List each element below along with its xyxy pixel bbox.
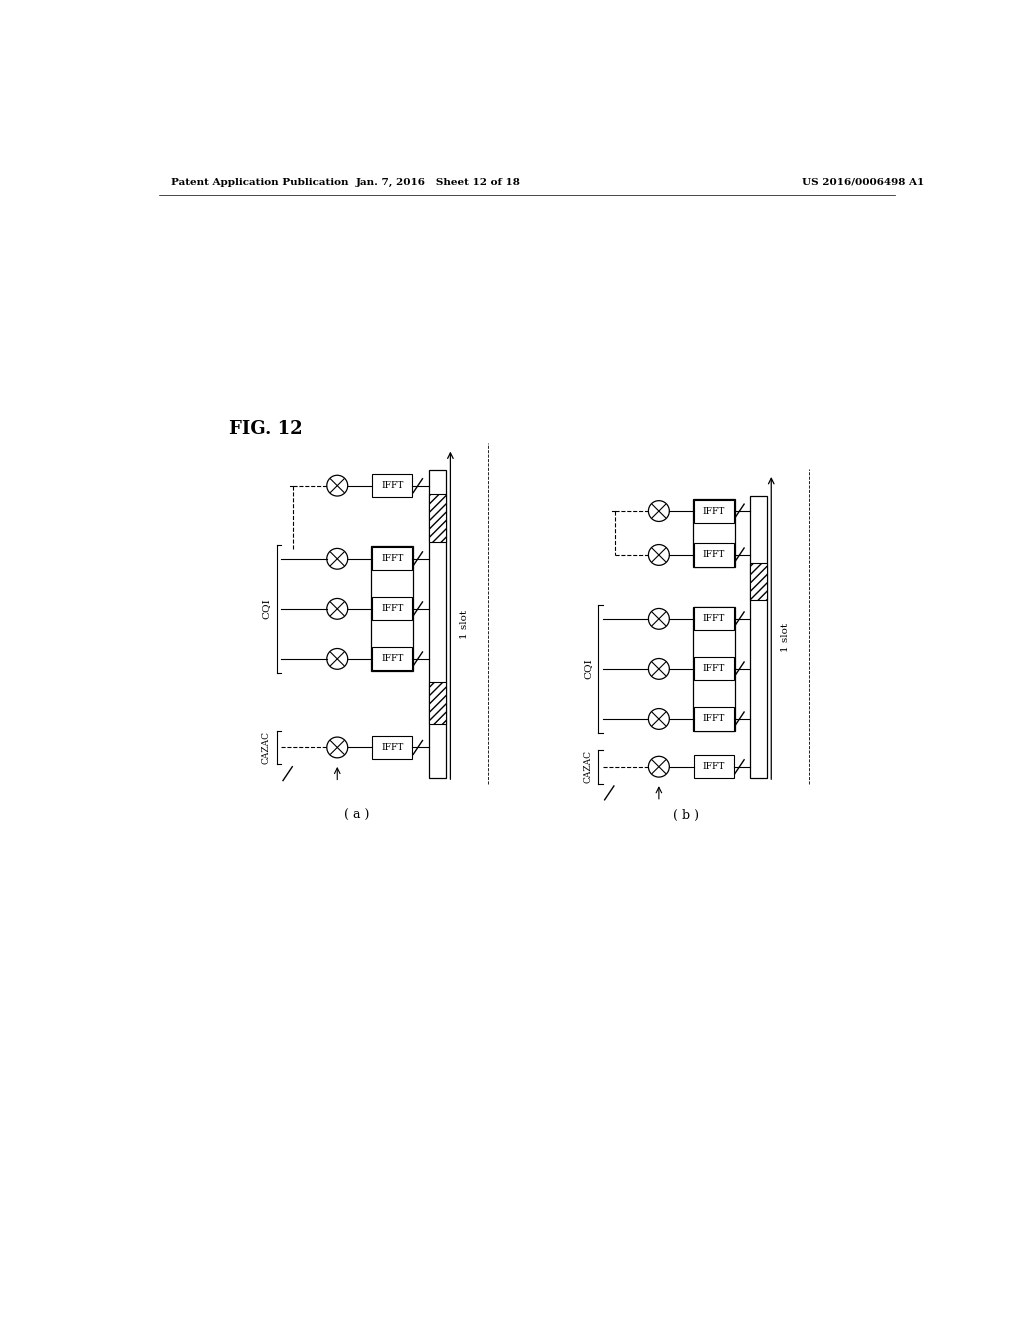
Text: ( b ): ( b ) <box>673 809 699 822</box>
Bar <box>372 737 413 759</box>
Text: IFFT: IFFT <box>381 482 403 490</box>
Text: CAZAC: CAZAC <box>584 750 592 783</box>
Text: US 2016/0006498 A1: US 2016/0006498 A1 <box>802 178 925 186</box>
Text: IFFT: IFFT <box>381 655 403 664</box>
Bar <box>750 564 767 599</box>
Bar <box>750 496 767 779</box>
Text: CAZAC: CAZAC <box>261 731 270 764</box>
Text: 1 slot: 1 slot <box>461 610 469 639</box>
Text: IFFT: IFFT <box>702 550 725 560</box>
Text: IFFT: IFFT <box>702 762 725 771</box>
Text: 1 slot: 1 slot <box>781 623 791 652</box>
Bar <box>693 607 734 631</box>
Bar <box>372 597 413 620</box>
Bar <box>429 682 445 725</box>
Bar <box>429 494 445 543</box>
Bar <box>693 544 734 566</box>
Text: FIG. 12: FIG. 12 <box>228 420 302 438</box>
Bar <box>693 607 735 731</box>
Text: IFFT: IFFT <box>702 714 725 723</box>
Text: CQI: CQI <box>261 598 270 619</box>
Bar <box>693 755 734 779</box>
Bar <box>372 546 414 671</box>
Text: IFFT: IFFT <box>381 743 403 752</box>
Bar <box>372 474 413 498</box>
Text: CQI: CQI <box>584 659 592 680</box>
Bar <box>372 548 413 570</box>
Bar <box>693 708 734 730</box>
Text: IFFT: IFFT <box>702 664 725 673</box>
Text: IFFT: IFFT <box>702 507 725 516</box>
Text: Patent Application Publication: Patent Application Publication <box>171 178 348 186</box>
Text: ( a ): ( a ) <box>344 809 370 822</box>
Bar <box>372 647 413 671</box>
Bar <box>693 499 734 523</box>
Bar <box>693 499 735 568</box>
Bar <box>693 657 734 681</box>
Text: IFFT: IFFT <box>702 614 725 623</box>
Text: IFFT: IFFT <box>381 605 403 614</box>
Text: Jan. 7, 2016   Sheet 12 of 18: Jan. 7, 2016 Sheet 12 of 18 <box>355 178 520 186</box>
Text: IFFT: IFFT <box>381 554 403 564</box>
Bar <box>429 470 445 779</box>
